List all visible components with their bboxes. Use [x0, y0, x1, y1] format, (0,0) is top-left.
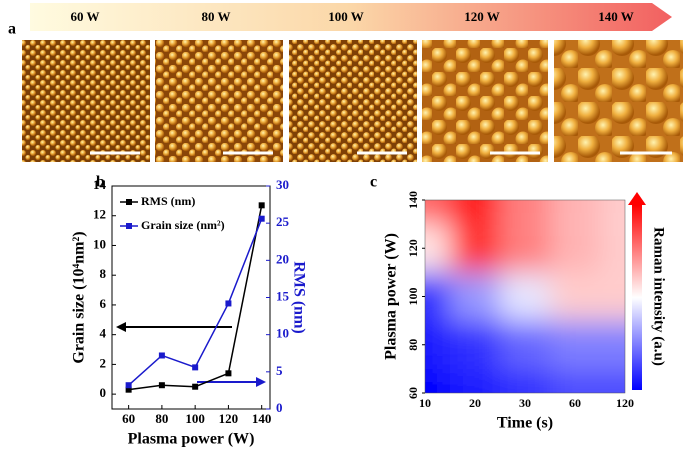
heatmap-blur — [425, 200, 625, 393]
x-tick-label: 100 — [185, 411, 205, 426]
marker — [225, 370, 232, 377]
x-axis-label: Time (s) — [497, 415, 553, 432]
marker — [158, 382, 165, 389]
panel-label: c — [370, 174, 377, 191]
heatmap-cell — [425, 272, 450, 321]
series-line — [128, 218, 263, 386]
x-tick-label: 80 — [155, 411, 168, 426]
power-label: 120 W — [464, 9, 500, 24]
y2-tick-label: 0 — [276, 400, 283, 415]
heatmap-cell — [600, 272, 625, 321]
x-tick-label: 60 — [569, 396, 581, 410]
colorbar-label: Raman intensity (a.u) — [651, 227, 667, 366]
afm-image — [289, 40, 417, 162]
afm-image — [22, 40, 150, 162]
marker — [258, 215, 265, 222]
colorbar — [632, 205, 642, 390]
marker — [258, 202, 265, 209]
power-arrow — [30, 3, 672, 31]
heatmap-cell — [550, 224, 600, 273]
marker — [225, 300, 232, 307]
afm-image — [554, 40, 683, 162]
x-tick-label: 60 — [122, 411, 135, 426]
marker — [125, 382, 132, 389]
heatmap-cell — [450, 368, 500, 393]
power-label: 140 W — [598, 9, 634, 24]
legend-marker — [126, 199, 132, 205]
heatmap-cell — [450, 272, 500, 321]
heatmap-cell — [550, 272, 600, 321]
heatmap-cell — [425, 320, 450, 369]
panel-label: a — [8, 21, 16, 38]
y-tick-label: 12 — [93, 207, 106, 222]
y-tick-label: 80 — [406, 339, 420, 351]
heatmap-cell — [500, 224, 550, 273]
y2-tick-label: 5 — [276, 363, 283, 378]
power-label: 80 W — [201, 9, 230, 24]
y2-tick-label: 30 — [276, 177, 289, 192]
heatmap-cell — [450, 320, 500, 369]
x-tick-label: 30 — [519, 396, 531, 410]
afm-image — [155, 40, 283, 162]
heatmap-cell — [600, 320, 625, 369]
heatmap-cell — [600, 368, 625, 393]
y-axis-label: Grain size (10⁴nm²) — [71, 231, 88, 363]
y2-tick-label: 20 — [276, 251, 289, 266]
y-tick-label: 0 — [100, 385, 107, 400]
marker — [192, 383, 199, 390]
heatmap-cell — [425, 224, 450, 273]
heatmap-cell — [600, 200, 625, 225]
y-tick-label: 14 — [93, 177, 107, 192]
y-tick-label: 4 — [100, 326, 107, 341]
y-tick-label: 8 — [100, 266, 107, 281]
panel-label: b — [96, 174, 105, 191]
y2-tick-label: 10 — [276, 326, 289, 341]
y2-axis-label: RMS (nm) — [290, 261, 307, 333]
x-axis-label: Plasma power (W) — [128, 431, 255, 448]
y-axis-label: Plasma power (W) — [383, 233, 400, 360]
heatmap-cells — [425, 200, 625, 393]
heatmap-cell — [450, 224, 500, 273]
heatmap-cell — [600, 224, 625, 273]
y-tick-label: 100 — [406, 288, 420, 306]
x-tick-label: 20 — [469, 396, 481, 410]
heatmap-cell — [425, 368, 450, 393]
legend-marker — [126, 223, 132, 229]
x-tick-label: 10 — [419, 396, 431, 410]
power-label: 60 W — [70, 9, 99, 24]
y-tick-label: 2 — [100, 355, 107, 370]
heatmap-cell — [500, 272, 550, 321]
heatmap-cell — [550, 200, 600, 225]
y2-tick-label: 25 — [276, 214, 290, 229]
heatmap-cell — [450, 200, 500, 225]
x-tick-label: 140 — [252, 411, 272, 426]
series-line — [128, 205, 263, 391]
marker — [192, 364, 199, 371]
colorbar-arrow — [628, 192, 646, 205]
marker — [125, 386, 132, 393]
heatmap-cell — [500, 368, 550, 393]
x-tick-label: 120 — [616, 396, 634, 410]
afm-image — [422, 40, 548, 162]
y-tick-label: 120 — [406, 239, 420, 257]
heatmap-cell — [550, 368, 600, 393]
heatmap-cell — [500, 200, 550, 225]
heatmap-cell — [425, 200, 450, 225]
y-tick-label: 10 — [93, 236, 106, 251]
y-tick-label: 60 — [406, 387, 420, 399]
y-tick-label: 140 — [406, 191, 420, 209]
y2-tick-label: 15 — [276, 288, 290, 303]
legend-label: Grain size (nm²) — [141, 218, 225, 232]
legend-label: RMS (nm) — [141, 194, 195, 208]
x-tick-label: 120 — [219, 411, 239, 426]
heatmap-cell — [500, 320, 550, 369]
heatmap-cell — [550, 320, 600, 369]
y-tick-label: 6 — [100, 296, 107, 311]
power-label: 100 W — [328, 9, 364, 24]
marker — [158, 352, 165, 359]
